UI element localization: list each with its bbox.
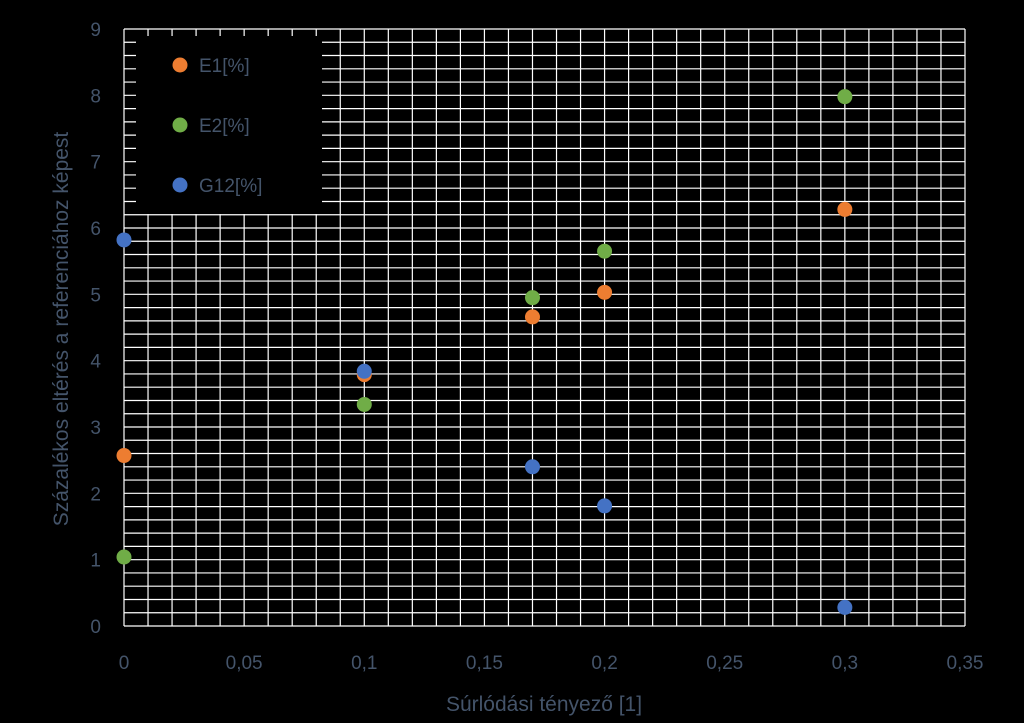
y-tick-label: 9 (90, 20, 101, 41)
y-axis-ticks: 0 1 2 3 4 5 6 7 8 9 (90, 20, 101, 638)
data-point (837, 89, 853, 105)
data-point (837, 201, 853, 217)
data-point (597, 284, 613, 300)
data-point (116, 448, 132, 464)
data-point (837, 599, 853, 615)
x-tick-label: 0,2 (591, 653, 617, 674)
data-point (116, 549, 132, 565)
y-tick-label: 8 (90, 86, 101, 107)
data-point (524, 309, 540, 325)
data-point (597, 498, 613, 514)
legend-marker (172, 177, 188, 193)
x-tick-label: 0 (119, 653, 130, 674)
data-point (524, 290, 540, 306)
y-tick-label: 0 (90, 617, 101, 638)
x-axis-ticks: 0 0,05 0,1 0,15 0,2 0,25 0,3 0,35 (119, 653, 984, 674)
y-tick-label: 3 (90, 418, 101, 439)
x-axis-title: Súrlódási tényező [1] (446, 693, 642, 716)
y-tick-label: 4 (90, 352, 101, 373)
y-tick-label: 7 (90, 153, 101, 174)
legend-label: E1[%] (199, 56, 250, 77)
y-tick-label: 2 (90, 484, 101, 505)
data-point (356, 363, 372, 379)
data-points (116, 89, 853, 615)
y-tick-label: 6 (90, 219, 101, 240)
legend: E1[%] E2[%] G12[%] (136, 36, 322, 214)
x-tick-label: 0,15 (466, 653, 503, 674)
data-point (356, 396, 372, 412)
data-point (597, 243, 613, 259)
legend-box (136, 36, 322, 214)
y-axis-title: Százalékos eltérés a referenciához képes… (50, 132, 73, 527)
legend-marker (172, 117, 188, 133)
y-tick-label: 5 (90, 285, 101, 306)
x-tick-label: 0,05 (226, 653, 263, 674)
gridlines (123, 28, 966, 627)
legend-label: G12[%] (199, 176, 262, 197)
x-tick-label: 0,35 (947, 653, 984, 674)
x-tick-label: 0,25 (706, 653, 743, 674)
legend-label: E2[%] (199, 116, 250, 137)
x-tick-label: 0,3 (832, 653, 858, 674)
x-tick-label: 0,1 (351, 653, 377, 674)
y-tick-label: 1 (90, 551, 101, 572)
data-point (116, 232, 132, 248)
data-point (524, 459, 540, 475)
legend-marker (172, 57, 188, 73)
